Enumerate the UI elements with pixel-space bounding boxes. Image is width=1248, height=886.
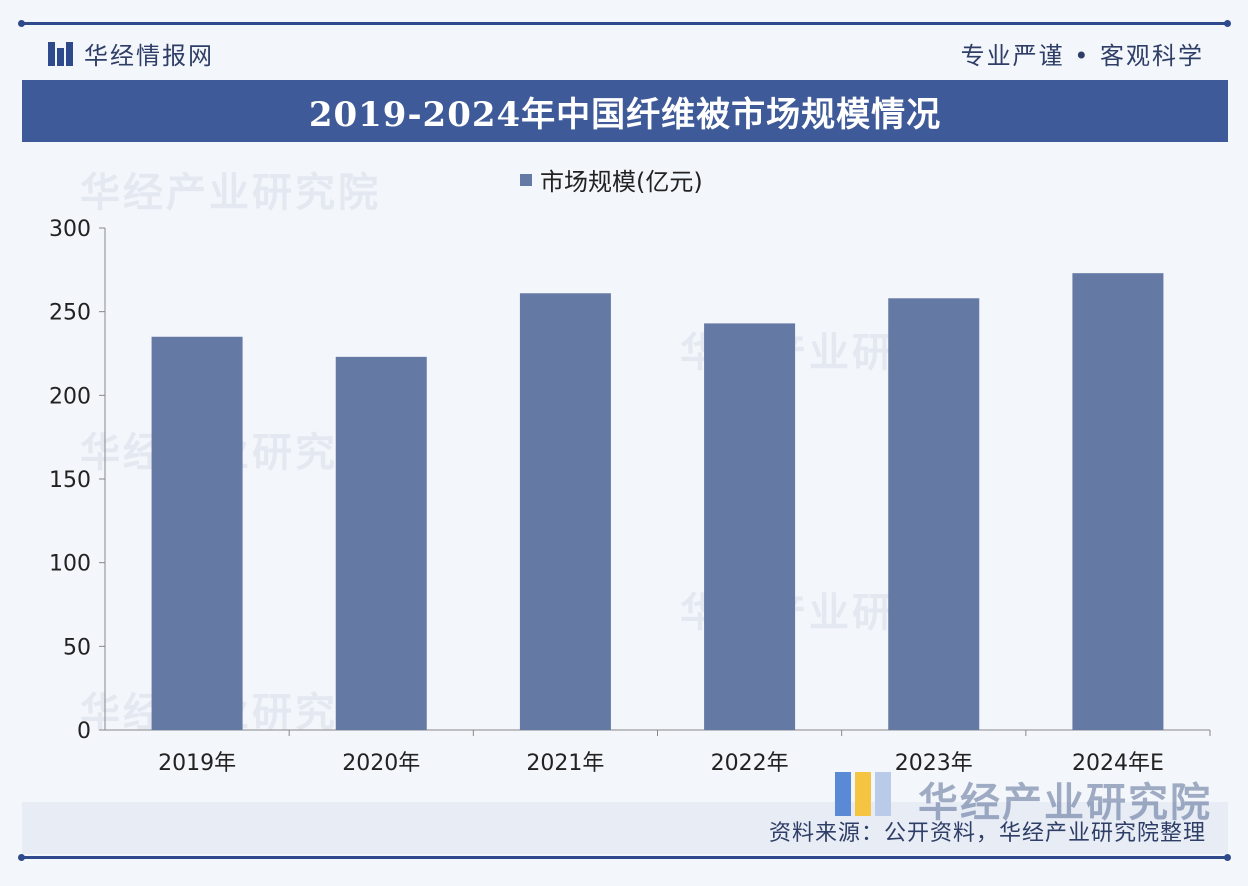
brand-header: 华经情报网 — [48, 36, 214, 71]
footer-band — [22, 802, 1228, 854]
x-tick-label: 2021年 — [526, 751, 604, 776]
bar — [1072, 273, 1164, 730]
bottom-rule-right-dot — [1224, 854, 1231, 861]
bar — [704, 323, 796, 730]
top-rule — [22, 22, 1228, 25]
y-tick-label: 100 — [49, 552, 91, 577]
x-tick-label: 2024年E — [1072, 751, 1164, 776]
y-tick-label: 50 — [63, 635, 91, 660]
footer-brand: 华经产业研究院 — [918, 780, 1212, 826]
brand-name: 华经情报网 — [84, 42, 214, 70]
legend-swatch — [520, 174, 532, 186]
y-tick-label: 300 — [49, 217, 91, 242]
bar — [335, 356, 427, 730]
bar — [519, 293, 611, 730]
bottom-rule-left-dot — [18, 854, 25, 861]
bottom-rule — [22, 856, 1228, 859]
watermark: 华经产业研究院 — [80, 170, 381, 216]
legend-label: 市场规模(亿元) — [540, 168, 703, 196]
bar-chart: 0 50 100 150 200 250 300 2019年 2020年 2021年 2022年 20… — [49, 168, 1211, 776]
bar — [888, 298, 980, 730]
footer-logo-icon — [835, 772, 901, 816]
chart-title: 2019-2024年中国纤维被市场规模情况 — [308, 94, 942, 135]
source-note: 资料来源：公开资料，华经产业研究院整理 — [768, 821, 1206, 846]
x-tick-label: 2022年 — [711, 751, 789, 776]
slogan: 专业严谨 • 客观科学 — [960, 42, 1204, 70]
x-tick-label: 2020年 — [342, 751, 420, 776]
brand-logo-icon — [48, 40, 74, 68]
top-rule-left-dot — [18, 20, 25, 27]
x-tick-label: 2019年 — [158, 751, 236, 776]
x-tick-label: 2023年 — [895, 751, 973, 776]
top-rule-right-dot — [1224, 20, 1231, 27]
y-tick-label: 150 — [49, 468, 91, 493]
title-bar: 2019-2024年中国纤维被市场规模情况 — [22, 80, 1228, 142]
y-tick-label: 250 — [49, 301, 91, 326]
bar — [151, 336, 243, 730]
y-tick-label: 200 — [49, 384, 91, 409]
y-tick-label: 0 — [77, 719, 91, 744]
